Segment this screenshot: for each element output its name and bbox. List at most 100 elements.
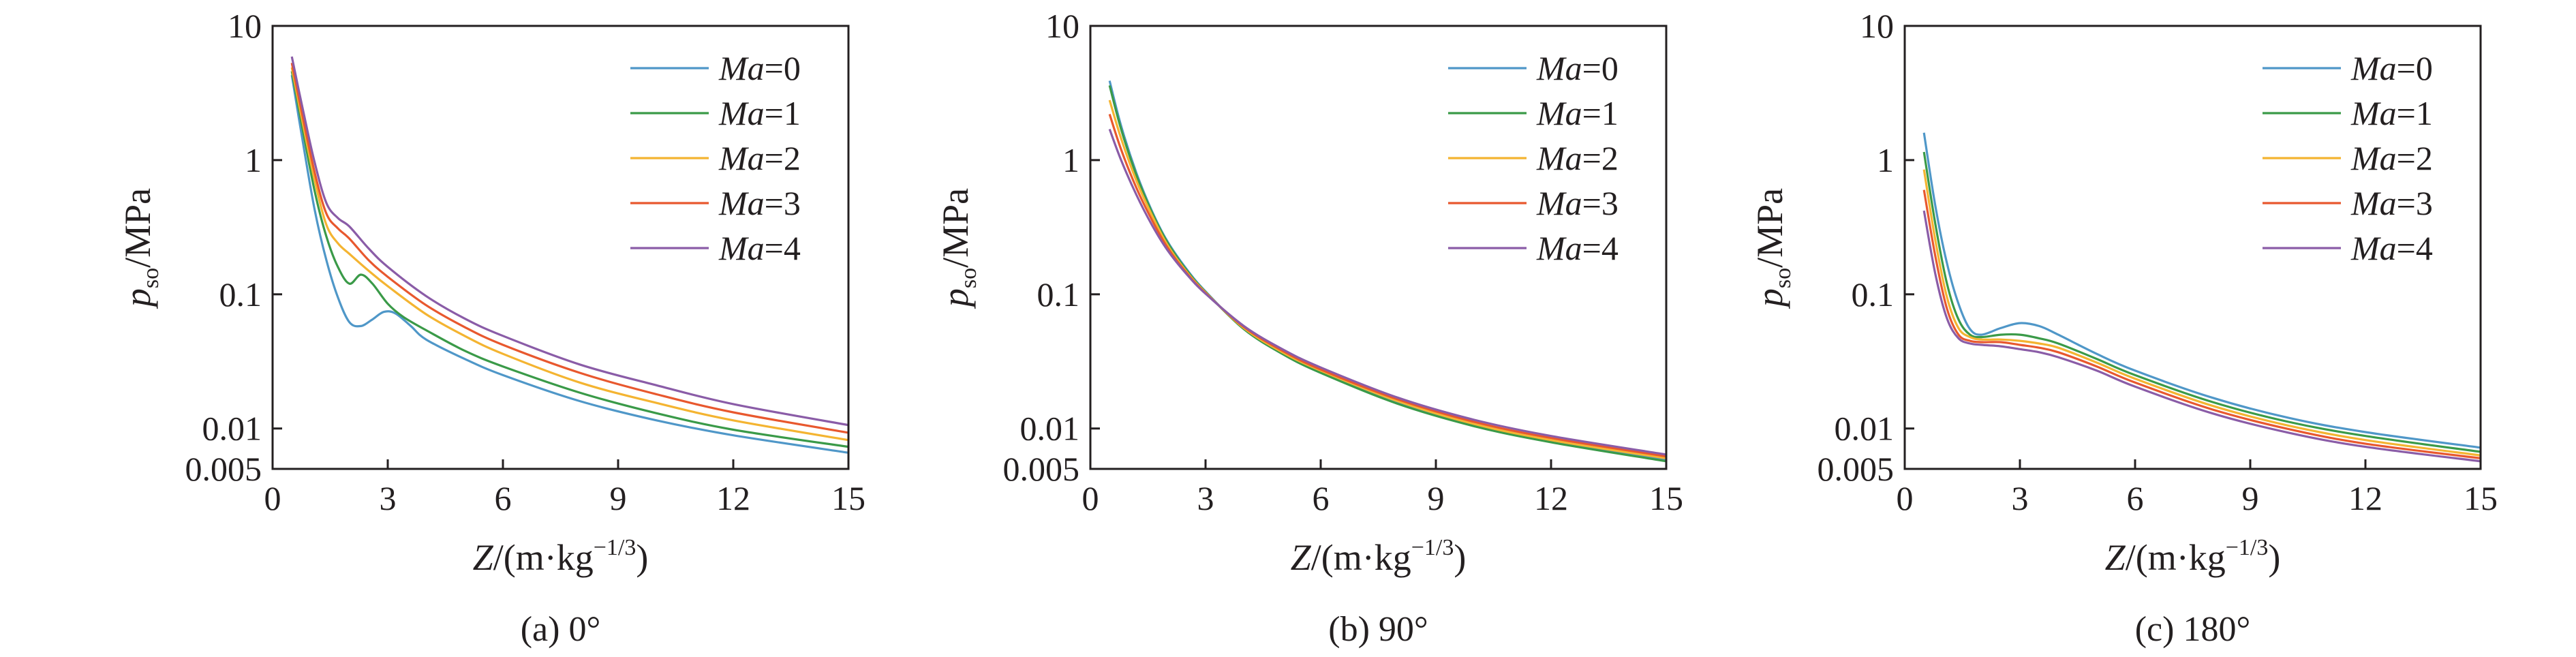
legend-val: =3: [765, 184, 801, 222]
y-tick-label: 0.1: [1852, 275, 1895, 314]
y-tick-label: 1: [1877, 141, 1894, 179]
x-axis-close: ): [636, 537, 648, 578]
legend-var: Ma: [1536, 184, 1582, 222]
y-axis-var: p: [117, 288, 158, 309]
x-tick-label: 6: [2127, 479, 2144, 517]
x-tick-label: 3: [2012, 479, 2029, 517]
y-axis-unit: /MPa: [117, 188, 158, 268]
legend-var: Ma: [718, 139, 765, 177]
legend-label-Ma=0: Ma=0: [1536, 49, 1619, 87]
x-axis-label: Z/(m·kg−1/3): [1291, 535, 1467, 578]
legend-label-Ma=0: Ma=0: [718, 49, 801, 87]
legend-label-Ma=4: Ma=4: [2350, 229, 2433, 267]
legend-var: Ma: [2350, 139, 2397, 177]
legend-val: =1: [2397, 94, 2433, 132]
legend-var: Ma: [2350, 229, 2397, 267]
y-axis-var: p: [935, 288, 976, 309]
legend-label-Ma=2: Ma=2: [2350, 139, 2433, 177]
series-line-Ma=0: [1108, 80, 1667, 461]
x-tick-label: 12: [2348, 479, 2382, 517]
plot-frame: [1903, 25, 2482, 470]
x-tick-label: 12: [1534, 479, 1568, 517]
legend-label-Ma=3: Ma=3: [1536, 184, 1619, 222]
y-tick-label: 0.1: [219, 275, 262, 314]
y-tick-label: 0.005: [1818, 450, 1895, 488]
legend-val: =2: [1582, 139, 1619, 177]
y-tick-label: 0.005: [185, 450, 262, 488]
x-tick-label: 12: [716, 479, 750, 517]
series-line-Ma=2: [1922, 169, 2481, 457]
y-tick-label: 1: [1062, 141, 1079, 179]
x-axis-var: Z: [473, 537, 494, 578]
x-axis-label: Z/(m·kg−1/3): [2105, 535, 2281, 578]
y-axis-label: pso/MPa: [935, 188, 981, 309]
x-tick-label: 3: [1197, 479, 1214, 517]
x-tick-label: 9: [2242, 479, 2259, 517]
x-axis-close: ): [2268, 537, 2280, 578]
legend-var: Ma: [718, 94, 765, 132]
legend-val: =0: [1582, 49, 1619, 87]
panel-caption: (b) 90°: [1328, 610, 1428, 649]
legend-var: Ma: [2350, 49, 2397, 87]
legend-var: Ma: [2350, 184, 2397, 222]
series-line-Ma=3: [1922, 189, 2481, 459]
y-tick-label: 0.01: [1835, 410, 1895, 448]
y-tick-label: 10: [228, 7, 262, 45]
series-line-Ma=0: [290, 74, 849, 454]
legend-val: =3: [2397, 184, 2433, 222]
legend-var: Ma: [1536, 139, 1582, 177]
legend-val: =2: [765, 139, 801, 177]
series-line-Ma=1: [1922, 151, 2481, 453]
x-tick-label: 15: [2464, 479, 2498, 517]
legend-val: =2: [2397, 139, 2433, 177]
x-tick-label: 15: [1649, 479, 1683, 517]
y-axis-sub: so: [138, 268, 164, 288]
series-line-Ma=1: [290, 71, 849, 448]
x-axis-label: Z/(m·kg−1/3): [473, 535, 649, 578]
y-axis-sub: so: [956, 268, 981, 288]
legend-label-Ma=1: Ma=1: [1536, 94, 1619, 132]
series-line-Ma=0: [1922, 132, 2481, 449]
legend-var: Ma: [718, 184, 765, 222]
legend: Ma=0Ma=1Ma=2Ma=3Ma=4: [1448, 49, 1619, 267]
y-tick-label: 1: [245, 141, 262, 179]
x-axis-close: ): [1454, 537, 1466, 578]
legend-label-Ma=3: Ma=3: [718, 184, 801, 222]
legend-val: =1: [765, 94, 801, 132]
chart-panel-3: 0 3 6 9 12 15 10 1 0.1 0.010.005 Z/(m·kg−1/3) pso/M…: [1749, 7, 2498, 649]
y-axis-sub: so: [1770, 268, 1796, 288]
x-axis-unit: /(m·kg: [2126, 537, 2226, 578]
x-tick-label: 9: [1428, 479, 1445, 517]
y-tick-label: 0.005: [1003, 450, 1080, 488]
y-tick-label: 10: [1045, 7, 1079, 45]
legend-label-Ma=2: Ma=2: [718, 139, 801, 177]
x-tick-label: 0: [264, 479, 281, 517]
panel-caption: (a) 0°: [521, 610, 601, 649]
legend-val: =1: [1582, 94, 1619, 132]
y-tick-label: 10: [1860, 7, 1894, 45]
legend: Ma=0Ma=1Ma=2Ma=3Ma=4: [2263, 49, 2433, 267]
legend-var: Ma: [718, 229, 765, 267]
plot-frame: [1089, 25, 1668, 470]
legend-label-Ma=3: Ma=3: [2350, 184, 2433, 222]
x-axis-var: Z: [1291, 537, 1312, 578]
x-tick-label: 0: [1897, 479, 1914, 517]
legend-val: =4: [765, 229, 801, 267]
y-tick-label: 0.01: [1020, 410, 1080, 448]
legend-val: =4: [2397, 229, 2433, 267]
series-line-Ma=3: [290, 62, 849, 434]
x-tick-label: 6: [1313, 479, 1330, 517]
legend-label-Ma=4: Ma=4: [718, 229, 801, 267]
chart-panel-1: 0 3 6 9 12 15 10 1 0.1 0.010.005 Z/(m·kg−1/3) pso/M…: [117, 7, 865, 649]
y-axis-var: p: [1749, 288, 1790, 309]
x-axis-exp: −1/3: [2226, 535, 2269, 560]
legend-label-Ma=0: Ma=0: [2350, 49, 2433, 87]
x-tick-label: 15: [831, 479, 865, 517]
series-line-Ma=2: [290, 67, 849, 442]
legend-var: Ma: [1536, 94, 1582, 132]
legend-label-Ma=4: Ma=4: [1536, 229, 1619, 267]
x-axis-unit: /(m·kg: [493, 537, 594, 578]
y-axis-unit: /MPa: [935, 188, 976, 268]
x-tick-label: 6: [495, 479, 512, 517]
